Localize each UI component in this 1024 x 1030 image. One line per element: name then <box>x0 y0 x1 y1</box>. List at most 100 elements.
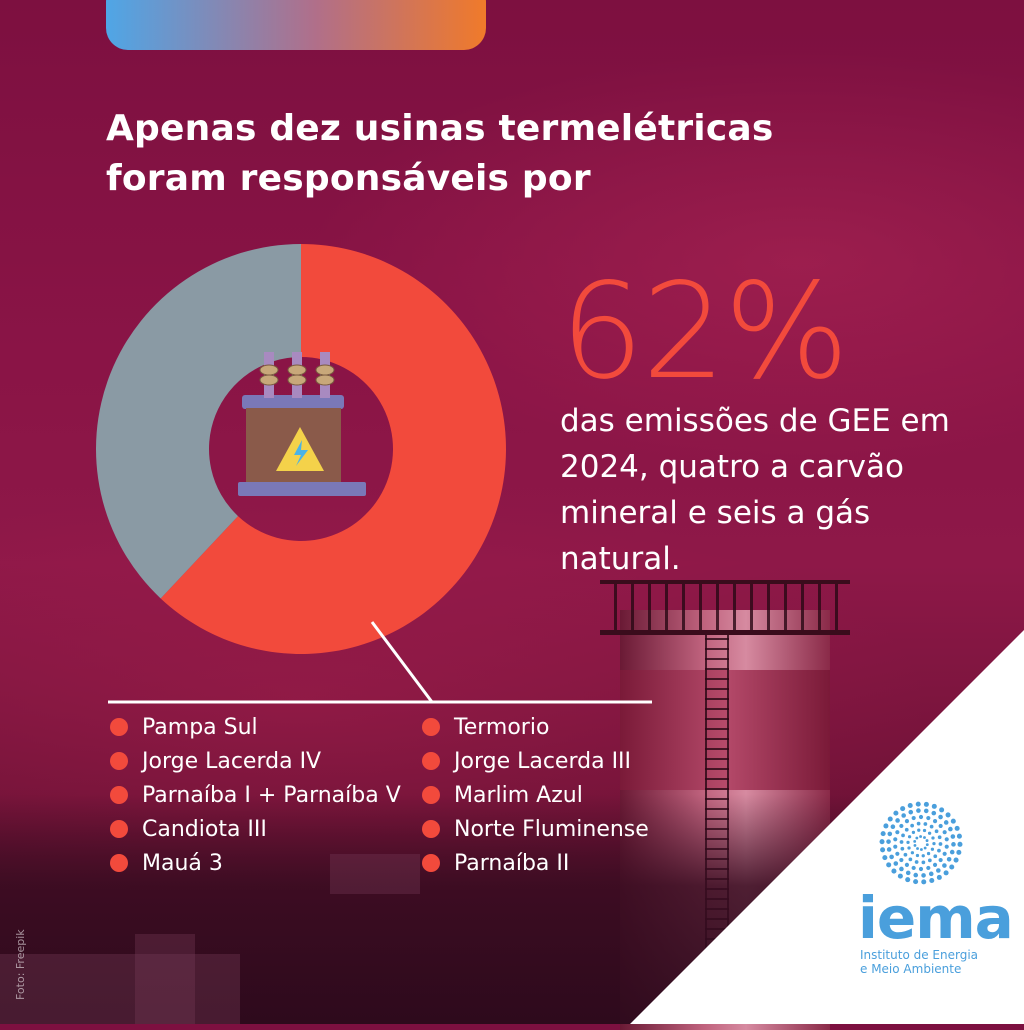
legend-label: Parnaíba II <box>454 850 570 876</box>
logo-dot <box>929 824 934 829</box>
logo-dot <box>937 848 941 853</box>
iema-logo: iema Instituto de Energia e Meio Ambient… <box>858 800 1014 990</box>
legend-dot-icon <box>110 854 128 872</box>
logo-dot <box>954 825 960 831</box>
logo-dot <box>934 829 939 834</box>
headline-line-1: Apenas dez usinas termelétricas <box>106 108 774 149</box>
logo-dot <box>883 823 889 829</box>
logo-dot <box>915 836 919 840</box>
legend-dot-icon <box>422 820 440 838</box>
logo-dot <box>895 830 900 835</box>
legend-item: Marlim Azul <box>422 778 672 812</box>
logo-dot <box>916 821 921 826</box>
logo-dot <box>901 833 905 838</box>
legend-item: Jorge Lacerda IV <box>110 744 422 778</box>
transformer-icon <box>238 352 366 496</box>
logo-dot <box>897 873 903 879</box>
logo-dot <box>950 818 956 824</box>
logo-dot <box>886 847 892 852</box>
logo-dot <box>915 853 920 858</box>
logo-dot <box>887 816 893 822</box>
logo-dot <box>936 874 942 880</box>
logo-dot <box>923 801 929 807</box>
logo-dot <box>938 857 943 863</box>
logo-dot <box>938 814 943 820</box>
logo-dot <box>926 815 931 821</box>
logo-dot <box>905 870 911 876</box>
logo-dot <box>942 863 947 868</box>
logo-dot <box>904 819 910 824</box>
logo-dot <box>907 846 911 850</box>
headline-line-2: foram responsáveis por <box>106 158 591 199</box>
logo-dot <box>914 860 919 864</box>
logo-dot <box>879 839 885 845</box>
legend-item: Parnaíba I + Parnaíba V <box>110 778 422 812</box>
logo-dot <box>913 843 917 847</box>
logo-dot <box>905 877 911 883</box>
legend-item: Pampa Sul <box>110 710 422 744</box>
logo-dot <box>943 870 949 876</box>
logo-subtitle: Instituto de Energia e Meio Ambiente <box>860 948 1000 976</box>
logo-dot <box>907 803 913 809</box>
legend-dot-icon <box>110 752 128 770</box>
logo-dot <box>938 823 943 829</box>
logo-dot <box>931 836 935 840</box>
top-gradient-bar <box>106 0 486 50</box>
logo-dot <box>925 843 929 847</box>
logo-dot <box>919 848 923 851</box>
logo-dot <box>904 862 910 867</box>
logo-dot <box>948 826 953 832</box>
logo-dot <box>928 871 934 877</box>
logo-dot <box>951 842 956 847</box>
logo-dot <box>915 801 921 807</box>
logo-burst-icon <box>879 801 963 885</box>
legend-label: Parnaíba I + Parnaíba V <box>142 782 401 808</box>
legend: Pampa Sul Termorio Jorge Lacerda IV Jorge L… <box>110 710 670 880</box>
logo-dot <box>944 844 949 849</box>
logo-dot <box>949 864 955 870</box>
headline: Apenas dez usinas termelétricas foram re… <box>106 104 806 204</box>
logo-dot <box>939 807 945 813</box>
legend-label: Marlim Azul <box>454 782 583 808</box>
legend-item: Parnaíba II <box>422 846 672 880</box>
logo-dot <box>930 847 935 851</box>
donut-slice-1 <box>160 244 506 654</box>
logo-dot <box>921 854 925 858</box>
logo-dot <box>880 847 886 853</box>
logo-dot <box>921 879 927 885</box>
legend-label: Mauá 3 <box>142 850 223 876</box>
logo-dot <box>926 865 931 871</box>
logo-dot <box>910 823 914 828</box>
logo-dot <box>911 865 916 871</box>
logo-dot <box>933 854 938 859</box>
logo-dot <box>957 841 963 847</box>
logo-dot <box>923 822 928 826</box>
logo-dot <box>893 844 898 849</box>
highlight-percent: 62% <box>560 255 849 409</box>
logo-dot <box>919 835 923 838</box>
logo-dot <box>942 830 947 835</box>
legend-dot-icon <box>110 820 128 838</box>
logo-dot <box>928 858 932 863</box>
logo-dot <box>908 809 914 815</box>
logo-dot <box>923 846 927 850</box>
donut-chart <box>96 244 506 654</box>
logo-dot <box>886 839 891 844</box>
logo-dot <box>931 810 937 816</box>
logo-subtitle-line-2: e Meio Ambiente <box>860 962 962 976</box>
logo-dot <box>918 866 924 872</box>
legend-item: Termorio <box>422 710 672 744</box>
legend-label: Candiota III <box>142 816 267 842</box>
logo-dot <box>936 868 941 873</box>
logo-dot <box>913 872 919 878</box>
logo-dot <box>942 851 947 856</box>
logo-dot <box>932 819 938 824</box>
logo-dot <box>925 839 929 843</box>
logo-dot <box>893 861 899 866</box>
photo-credit: Foto: Freepik <box>14 929 27 1000</box>
logo-dot <box>910 851 915 855</box>
logo-dot <box>916 847 919 850</box>
logo-dot <box>946 856 952 862</box>
legend-dot-icon <box>422 752 440 770</box>
legend-dot-icon <box>422 854 440 872</box>
